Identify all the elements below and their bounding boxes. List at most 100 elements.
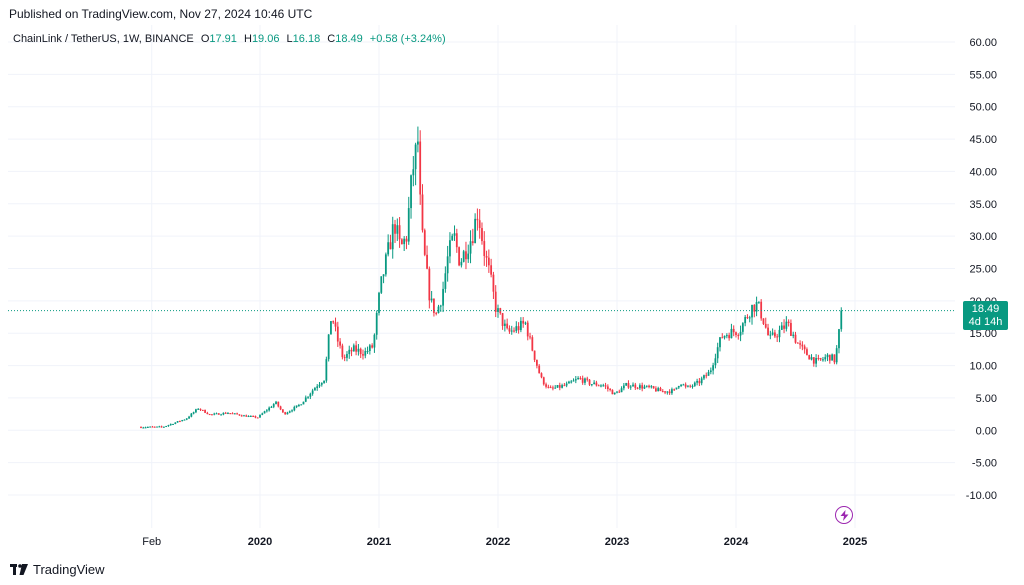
candle-body [556,385,559,388]
candle-body [831,354,834,361]
candle-body [519,320,522,331]
candle-body [606,386,609,389]
candle-body [384,254,387,275]
candle-body [840,310,843,330]
candle-body [249,416,252,418]
candle-body [787,321,790,323]
candle-body [405,238,408,242]
candle-body [348,349,351,355]
chart-grid [8,25,955,528]
candle-body [380,276,383,293]
last-price-tag: 18.49 4d 14h [963,301,1008,330]
candle-body [808,355,811,360]
candle-body [176,421,179,423]
candle-body [215,413,218,415]
candle-body [806,349,808,356]
candle-body [387,242,390,255]
candle-body [412,169,415,176]
candle-body [698,380,701,384]
candle-body [334,322,337,327]
candle-body [753,304,756,312]
open-label: O [200,33,210,45]
candle-body [732,328,735,333]
candle-body [403,238,406,245]
candle-body [423,230,426,255]
x-tick-label: 2021 [367,536,391,548]
candle-body [657,388,660,392]
candle-body [554,387,557,389]
candle-body [748,317,751,319]
y-tick-label: 55.00 [969,69,997,81]
candle-body [762,318,765,324]
y-tick-label: -10.00 [966,490,997,502]
candle-body [222,412,225,415]
time-axis[interactable]: Feb 2020 2021 2022 2023 2024 2025 [142,536,867,548]
candle-body [439,305,442,307]
candle-body [368,345,371,352]
candle-body [428,268,431,301]
candle-body [712,365,715,371]
candle-body [568,381,570,384]
candle-body [190,413,193,417]
candle-body [693,382,696,386]
candle-body [284,412,287,415]
candle-body [146,426,149,428]
candle-body [707,372,710,376]
flash-icon[interactable] [835,506,853,524]
candle-body [206,412,209,415]
candle-body [581,378,584,383]
candle-body [307,396,309,398]
candle-body [741,323,744,332]
candle-body [300,404,303,406]
candle-body [162,426,165,428]
candle-body [442,288,444,306]
published-caption: Published on TradingView.com, Nov 27, 20… [9,7,313,21]
candle-body [204,409,206,413]
candle-body [728,335,731,339]
candle-body [142,427,145,429]
candle-body [341,345,344,358]
candle-body [460,261,463,266]
candle-body [778,329,781,338]
candle-body [627,383,630,388]
candle-body [474,218,477,243]
candle-body [211,414,213,416]
candle-body [286,412,289,415]
candle-body [309,393,312,397]
candle-body [465,251,467,260]
candle-body [602,385,605,387]
candle-body [508,328,511,332]
candle-body [224,412,227,414]
candle-body [666,391,669,393]
candle-body [735,332,737,336]
candle-body [467,253,470,260]
candle-body [243,415,245,417]
candle-body [263,411,266,414]
candle-body [437,306,440,314]
candle-body [451,235,454,241]
candle-body [709,370,712,373]
candle-body [336,326,339,342]
x-tick-label: Feb [142,536,161,548]
candle-body [256,417,259,419]
candle-body [195,409,197,413]
candle-body [323,380,325,383]
candle-body [558,385,561,388]
price-axis[interactable]: 60.00 55.00 50.00 45.00 40.00 35.00 30.00 25.00… [966,37,997,502]
candle-body [673,389,676,391]
candle-body [552,387,554,389]
candle-body [655,388,657,392]
candle-body [197,408,200,410]
candle-body [815,357,817,364]
candle-body [156,426,158,428]
candle-body [281,409,284,413]
candle-body [757,301,760,303]
candle-body [538,365,541,374]
candle-body [812,357,815,364]
candle-body [547,386,550,388]
x-tick-label: 2024 [724,536,749,548]
candle-body [410,175,412,209]
candle-body [579,377,582,379]
candle-body [705,375,708,377]
